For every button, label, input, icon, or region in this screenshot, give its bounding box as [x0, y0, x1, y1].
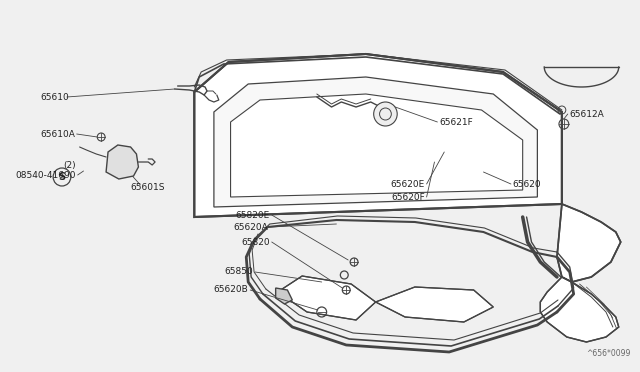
Text: 65620B: 65620B: [214, 285, 248, 295]
Text: 65620A: 65620A: [233, 222, 268, 231]
Text: 65820: 65820: [241, 237, 270, 247]
Text: 65610: 65610: [40, 93, 69, 102]
Text: S: S: [58, 172, 65, 182]
Polygon shape: [557, 204, 621, 282]
Text: 08540-41690: 08540-41690: [15, 170, 76, 180]
Text: 65620: 65620: [513, 180, 541, 189]
Polygon shape: [106, 145, 138, 179]
Text: 65850: 65850: [225, 267, 253, 276]
Polygon shape: [195, 54, 562, 217]
Polygon shape: [214, 77, 538, 207]
Polygon shape: [230, 94, 523, 197]
Polygon shape: [540, 277, 619, 342]
Polygon shape: [278, 276, 376, 320]
Text: (2): (2): [63, 160, 76, 170]
Text: 65621F: 65621F: [439, 118, 473, 126]
Polygon shape: [376, 287, 493, 322]
Text: 65612A: 65612A: [570, 109, 604, 119]
Text: ^656*0099: ^656*0099: [586, 350, 631, 359]
Text: 65620E: 65620E: [390, 180, 425, 189]
Text: 65620F: 65620F: [391, 192, 425, 202]
Text: 65601S: 65601S: [131, 183, 165, 192]
Polygon shape: [276, 288, 292, 304]
Circle shape: [374, 102, 397, 126]
Text: 65610A: 65610A: [40, 129, 76, 138]
Text: 65820E: 65820E: [236, 211, 270, 219]
